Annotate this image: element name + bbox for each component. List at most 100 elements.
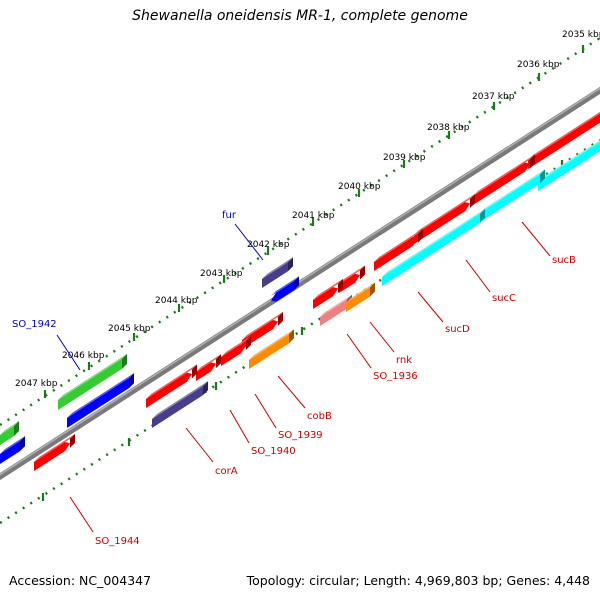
gene-bar-rnk-orange-front xyxy=(346,287,370,312)
gene-bar-corA-top xyxy=(146,364,197,399)
gene-bar-left-blue xyxy=(0,436,25,464)
gene-bar-SO_1942-green xyxy=(58,353,127,410)
gene-bar-SO_1944 xyxy=(34,433,75,471)
gene-bar-rnk-orange-side xyxy=(370,282,375,297)
leader-line-corA xyxy=(185,427,214,463)
gene-bar-rnk-orange xyxy=(346,282,375,312)
gene-bar-sucC-cyan-side xyxy=(540,169,545,184)
leader-line-SO_1940 xyxy=(229,409,250,444)
gene-bar-sucA-side xyxy=(530,154,535,169)
gene-bar-sucC-cyan xyxy=(480,169,545,222)
gene-label-SO_1942: SO_1942 xyxy=(12,319,57,330)
leader-line-SO_1942 xyxy=(56,334,81,371)
gene-bar-corA-slate-front xyxy=(152,386,203,428)
gene-bar-SO_1944-top xyxy=(34,433,75,462)
gene-label-sucB: sucB xyxy=(552,255,576,266)
gene-bar-sucA-top xyxy=(473,154,535,196)
gene-bar-SO_1940-top xyxy=(196,354,221,372)
gene-bar-SO_1936 xyxy=(313,278,343,309)
gene-bar-cobB-orange-front xyxy=(249,334,289,369)
gene-label-rnk: rnk xyxy=(396,355,412,366)
gene-bar-SO_1940-front xyxy=(196,362,216,381)
gene-bar-fur-side xyxy=(288,257,293,272)
gene-label-SO_1939: SO_1939 xyxy=(278,430,323,441)
accession-text: Accession: NC_004347 xyxy=(9,573,152,588)
ruler-tick-label-0: 2035 kbp xyxy=(562,30,600,40)
gene-bar-sucB-cyan-front xyxy=(538,142,600,191)
ruler-layer: 2035 kbp 2036 kbp 2037 kbp 2038 kbp 2039 kbp… xyxy=(0,30,600,525)
leader-line-sucD xyxy=(417,291,444,323)
gene-bar-corA-slate-top xyxy=(152,381,208,419)
gene-bar-corA-slate-side xyxy=(203,381,208,396)
gene-bar-sucA-front xyxy=(473,162,530,205)
gene-bar-sucB-cyan-top xyxy=(538,140,600,182)
gene-bar-SO_1942-green-front xyxy=(58,358,122,410)
gene-bar-left-green-top xyxy=(0,420,19,435)
gene-label-sucC: sucC xyxy=(492,293,516,304)
gene-bar-corA xyxy=(146,364,197,408)
gene-bar-cobB-side xyxy=(278,311,283,326)
gene-bar-SO_1939 xyxy=(221,335,251,366)
gene-bar-SO_1942-blue xyxy=(67,373,134,428)
gene-bar-left-blue-side xyxy=(20,436,25,452)
gene-bar-left-green-front xyxy=(0,425,14,445)
gene-bar-SO_1936-front xyxy=(313,287,338,309)
gene-bar-corA-front xyxy=(146,372,192,408)
gene-bar-rnk-front xyxy=(339,273,360,293)
gene-bar-sucB-cyan xyxy=(538,140,600,191)
topology-info-text: Topology: circular; Length: 4,969,803 bp… xyxy=(246,573,590,588)
ruler-tick-label-7: 2042 kbp xyxy=(247,240,290,250)
gene-bar-SO_1940 xyxy=(196,354,221,381)
gene-bar-cobB-orange-top xyxy=(249,329,294,360)
gene-bar-sucD-upper xyxy=(374,228,423,271)
backbone-layer xyxy=(0,86,600,481)
leader-line-SO_1944 xyxy=(69,496,94,533)
gene-bar-sucC-cyan-top xyxy=(480,169,545,213)
leader-line-cobB xyxy=(277,375,306,409)
ruler-tick-label-8: 2043 kbp xyxy=(200,269,243,279)
backbone-outer xyxy=(0,86,600,481)
ruler-tick-label-6: 2041 kbp xyxy=(292,211,335,221)
ruler-tick-label-1: 2036 kbp xyxy=(517,60,560,70)
gene-bar-cobB-top xyxy=(242,311,283,340)
gene-label-fur: fur xyxy=(222,210,237,221)
gene-bar-SO_1939-side xyxy=(246,335,251,350)
gene-bar-SO_1936-side xyxy=(338,278,343,293)
gene-bar-cobB-orange-side xyxy=(289,329,294,344)
gene-bar-SO_1942-blue-front xyxy=(67,378,129,428)
gene-bar-sucD-upper-side xyxy=(418,228,423,243)
inner-ruler-line xyxy=(0,138,600,525)
label-layer: sucB sucC sucD rnk SO_1936 cobB SO_1939 SO_1940… xyxy=(12,210,576,547)
ruler-tick-label-5: 2040 kbp xyxy=(338,182,381,192)
backbone-highlight xyxy=(0,87,600,476)
gene-bar-left-green xyxy=(0,420,19,445)
gene-label-corA: corA xyxy=(215,466,238,477)
gene-bar-SO_1944-side xyxy=(70,433,75,448)
gene-bar-sucD-cyan-front xyxy=(382,213,480,286)
gene-bar-fur-blue-top xyxy=(271,276,299,296)
gene-bar-SO_1944-front xyxy=(34,442,70,471)
gene-bar-fur-top xyxy=(262,257,293,279)
ruler-tick-label-12: 2047 kbp xyxy=(15,379,58,389)
gene-bar-sucC-upper-top xyxy=(414,193,475,235)
gene-bar-left-blue-top xyxy=(0,436,25,454)
gene-bar-sucD-cyan xyxy=(382,208,485,286)
gene-bar-SO_1936-top xyxy=(313,278,343,300)
gene-bar-sucC-cyan-front xyxy=(480,174,540,222)
outer-ruler-line xyxy=(0,36,600,427)
gene-bar-SO_1942-blue-side xyxy=(129,373,134,389)
gene-bar-SO_1942-green-top xyxy=(58,353,127,400)
gene-bar-fur-blue xyxy=(271,276,299,302)
gene-bar-SO_1936-pink-top xyxy=(320,294,352,317)
ruler-tick-label-2: 2037 kbp xyxy=(472,92,515,102)
ruler-tick-label-10: 2045 kbp xyxy=(108,324,151,334)
gene-bar-rnk-top xyxy=(339,265,365,284)
gene-bar-sucD-upper-top xyxy=(374,228,423,262)
gene-label-SO_1940: SO_1940 xyxy=(251,446,296,457)
gene-bar-sucC-upper-side xyxy=(470,193,475,208)
leader-line-fur xyxy=(234,223,264,261)
gene-bar-cobB-orange xyxy=(249,329,294,369)
gene-bar-sucD-cyan-side xyxy=(480,208,485,223)
